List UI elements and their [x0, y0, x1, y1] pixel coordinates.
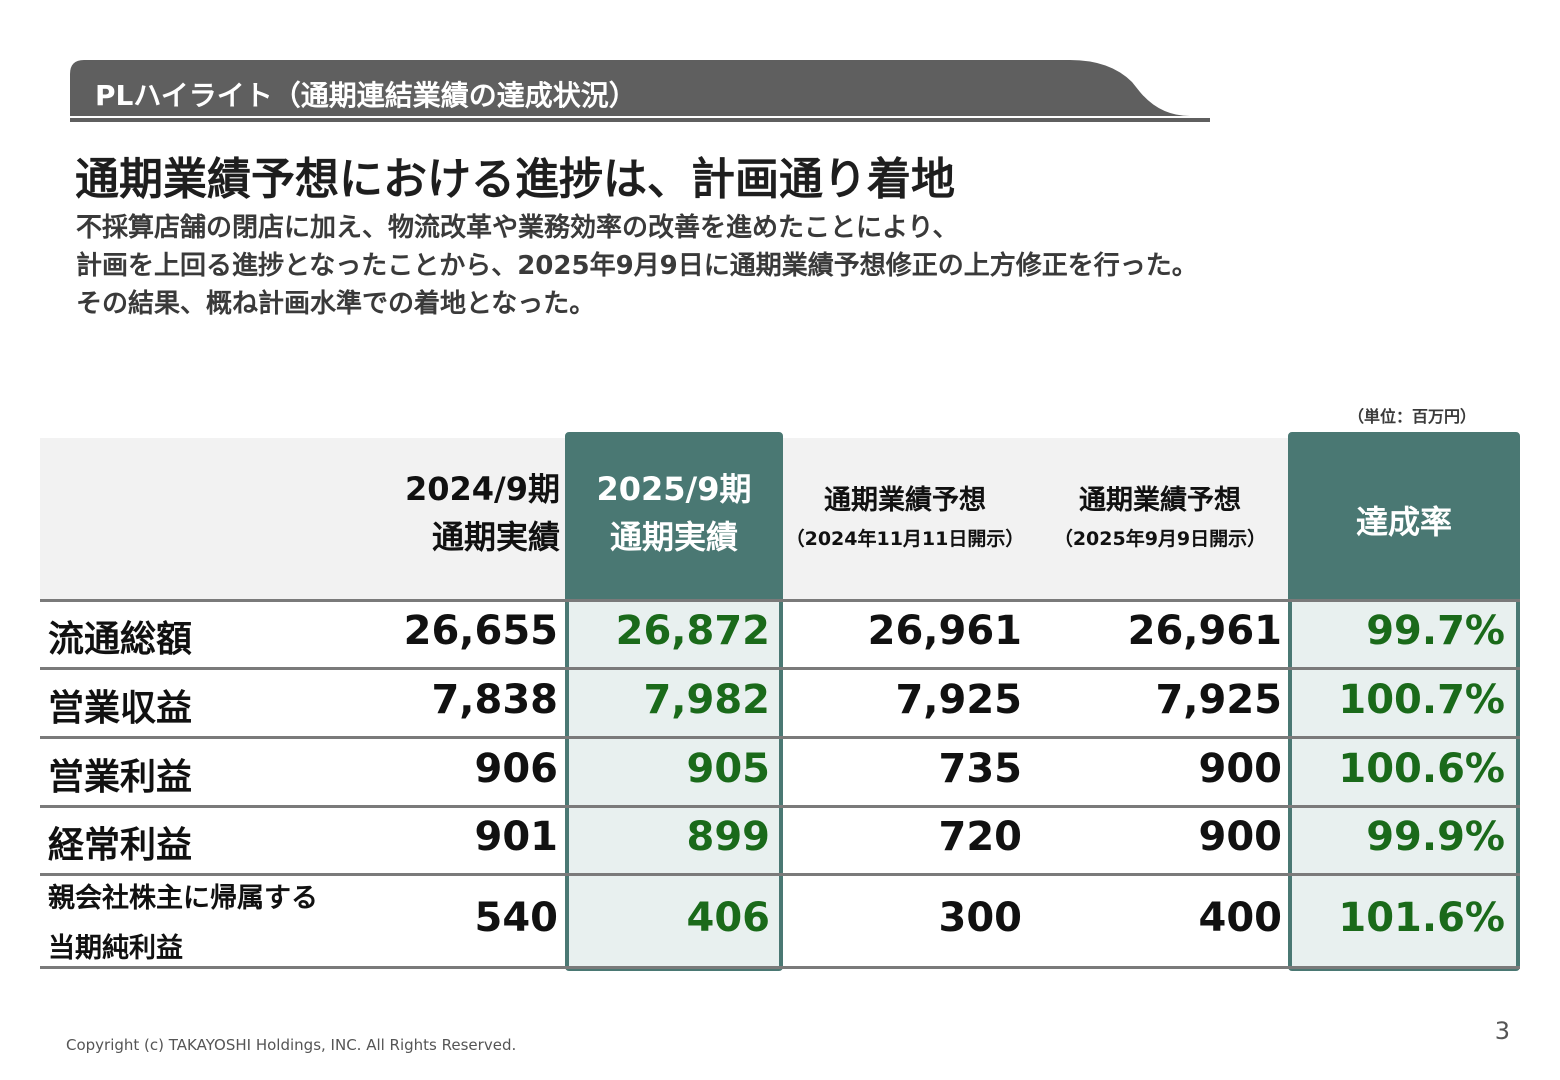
cell-ord-profit-2024: 901 — [474, 814, 559, 860]
cell-op-profit-2025: 905 — [686, 746, 771, 792]
cell-revenue-forecast-2: 7,925 — [1155, 677, 1282, 723]
cell-op-profit-rate: 100.6% — [1338, 746, 1505, 792]
cell-ord-profit-rate: 99.9% — [1366, 814, 1505, 860]
highlight-column-2025 — [565, 432, 783, 971]
highlight-column-achievement — [1288, 432, 1520, 971]
highlight-header-2025 — [569, 436, 779, 600]
row-label-net-income: 親会社株主に帰属する 当期純利益 — [48, 874, 318, 974]
cell-net-income-rate: 101.6% — [1338, 895, 1505, 941]
cell-net-income-2025: 406 — [686, 895, 771, 941]
headline: 通期業績予想における進捗は、計画通り着地 — [75, 154, 955, 205]
copyright: Copyright (c) TAKAYOSHI Holdings, INC. A… — [66, 1036, 517, 1054]
row-divider — [40, 805, 1520, 808]
cell-ord-profit-forecast-1: 720 — [938, 814, 1023, 860]
cell-net-income-2024: 540 — [474, 895, 559, 941]
cell-op-profit-2024: 906 — [474, 746, 559, 792]
section-banner-shape — [70, 60, 1210, 122]
row-label-gmv: 流通総額 — [48, 619, 193, 660]
row-label-net-income-line-2: 当期純利益 — [48, 933, 183, 964]
body-line-3: その結果、概ね計画水準での着地となった。 — [76, 289, 596, 319]
cell-op-profit-forecast-1: 735 — [938, 746, 1023, 792]
row-label-operating-profit: 営業利益 — [48, 757, 193, 798]
cell-ord-profit-2025: 899 — [686, 814, 771, 860]
cell-gmv-forecast-2: 26,961 — [1127, 608, 1282, 654]
row-label-ordinary-profit: 経常利益 — [48, 825, 193, 866]
section-banner: PLハイライト（通期連結業績の達成状況） — [70, 60, 1210, 122]
cell-gmv-2024: 26,655 — [403, 608, 558, 654]
row-divider — [40, 667, 1520, 670]
row-divider — [40, 873, 1520, 876]
highlight-header-achievement — [1292, 436, 1516, 600]
section-title: PLハイライト（通期連結業績の達成状況） — [95, 79, 637, 112]
cell-op-profit-forecast-2: 900 — [1198, 746, 1283, 792]
cell-net-income-forecast-1: 300 — [938, 895, 1023, 941]
header-forecast-2025-09: 通期業績予想 （2025年9月9日開示） — [1053, 485, 1267, 550]
header-forecast-2024-11: 通期業績予想 （2024年11月11日開示） — [785, 485, 1025, 550]
cell-revenue-rate: 100.7% — [1338, 677, 1505, 723]
unit-note: （単位：百万円） — [1348, 407, 1477, 426]
cell-revenue-forecast-1: 7,925 — [895, 677, 1022, 723]
body-line-2: 計画を上回る進捗となったことから、2025年9月9日に通期業績予想修正の上方修正… — [76, 251, 1198, 281]
row-label-operating-revenue: 営業収益 — [48, 688, 193, 729]
page-number: 3 — [1494, 1017, 1510, 1045]
cell-net-income-forecast-2: 400 — [1198, 895, 1283, 941]
cell-gmv-forecast-1: 26,961 — [867, 608, 1022, 654]
cell-gmv-rate: 99.7% — [1366, 608, 1505, 654]
row-divider — [40, 736, 1520, 739]
header-achievement-rate: 達成率 — [1355, 503, 1452, 541]
header-2024-actual: 2024/9期 通期実績 — [404, 470, 560, 556]
cell-revenue-2025: 7,982 — [643, 677, 770, 723]
cell-gmv-2025: 26,872 — [615, 608, 770, 654]
cell-revenue-2024: 7,838 — [431, 677, 558, 723]
header-2025-actual: 2025/9期 通期実績 — [596, 470, 752, 556]
cell-ord-profit-forecast-2: 900 — [1198, 814, 1283, 860]
row-label-net-income-line-1: 親会社株主に帰属する — [48, 883, 318, 914]
body-line-1: 不採算店舗の閉店に加え、物流改革や業務効率の改善を進めたことにより、 — [76, 213, 959, 243]
body-text: 不採算店舗の閉店に加え、物流改革や業務効率の改善を進めたことにより、 計画を上回… — [76, 209, 1198, 323]
row-divider — [40, 599, 1520, 602]
row-divider — [40, 966, 1520, 969]
